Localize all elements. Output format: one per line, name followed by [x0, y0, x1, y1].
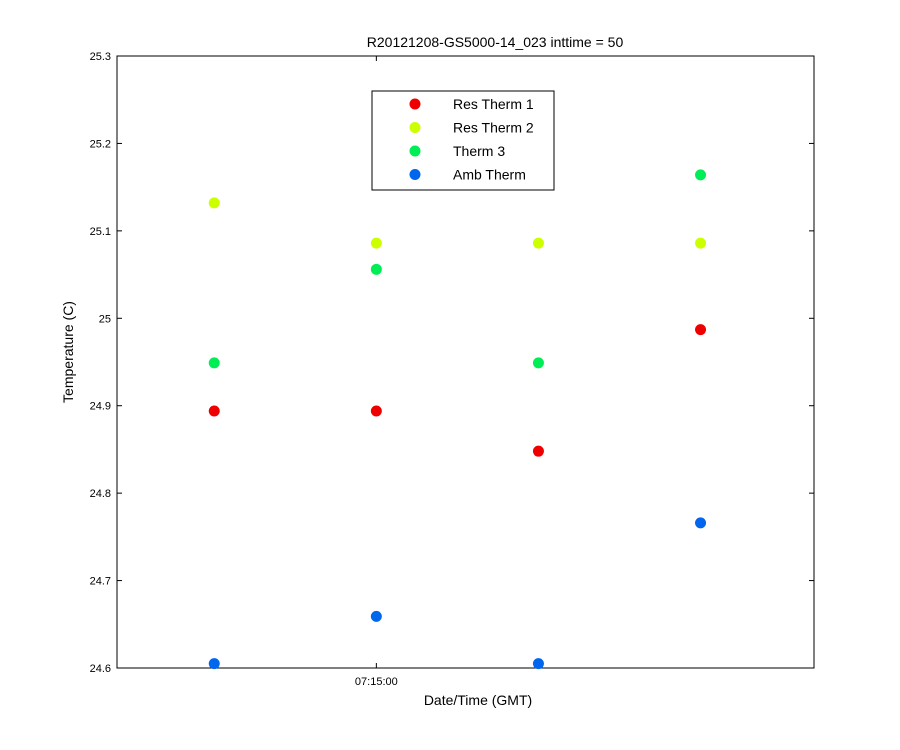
point-amb-therm [532, 658, 544, 670]
legend-marker-amb-therm [409, 169, 421, 180]
x-tick-label: 07:15:00 [355, 676, 398, 688]
y-tick-label: 24.9 [90, 401, 111, 413]
point-amb-therm [208, 658, 220, 670]
y-axis-label: Temperature (C) [60, 301, 76, 403]
legend-marker-res-therm-1 [409, 98, 421, 110]
point-res-therm-1 [532, 445, 544, 457]
point-res-therm-2 [370, 237, 382, 249]
y-axis: 24.6 24.7 24.8 24.9 25 25.1 25.2 25.3 [90, 51, 814, 675]
point-therm-3 [532, 357, 544, 369]
point-res-therm-1 [695, 324, 707, 336]
y-tick-label: 24.8 [90, 488, 111, 500]
point-res-therm-2 [695, 237, 707, 249]
point-therm-3 [208, 357, 220, 369]
point-therm-3 [695, 169, 707, 181]
point-res-therm-1 [370, 405, 382, 417]
point-res-therm-1 [208, 405, 220, 417]
y-tick-label: 25.2 [90, 138, 111, 150]
point-res-therm-2 [532, 237, 544, 249]
y-tick-label: 25.1 [90, 226, 111, 238]
legend-marker-res-therm-2 [409, 122, 421, 133]
point-therm-3 [370, 263, 382, 275]
point-amb-therm [695, 517, 707, 529]
legend-box [371, 90, 555, 191]
x-axis-label: Date/Time (GMT) [424, 692, 532, 708]
y-tick-label: 24.6 [90, 663, 111, 675]
legend-label-therm-3: Therm 3 [453, 143, 505, 159]
legend-marker-therm-3 [409, 145, 421, 157]
point-amb-therm [370, 610, 382, 622]
legend-label-amb-therm: Amb Therm [453, 167, 526, 183]
point-res-therm-2 [208, 197, 220, 209]
chart-title: R20121208-GS5000-14_023 inttime = 50 [367, 34, 624, 50]
y-tick-label: 25 [99, 313, 111, 325]
legend: Res Therm 1 Res Therm 2 Therm 3 Amb Therm [371, 90, 555, 191]
legend-label-res-therm-2: Res Therm 2 [453, 120, 534, 136]
y-tick-label: 24.7 [90, 576, 111, 588]
legend-label-res-therm-1: Res Therm 1 [453, 96, 534, 112]
data-points [208, 169, 707, 670]
x-axis: 07:15:00 [355, 56, 398, 688]
y-tick-label: 25.3 [90, 51, 111, 63]
